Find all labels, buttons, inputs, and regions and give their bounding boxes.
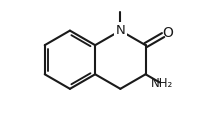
Text: O: O [162,26,173,40]
Text: N: N [115,24,125,37]
Text: NH₂: NH₂ [151,77,173,90]
